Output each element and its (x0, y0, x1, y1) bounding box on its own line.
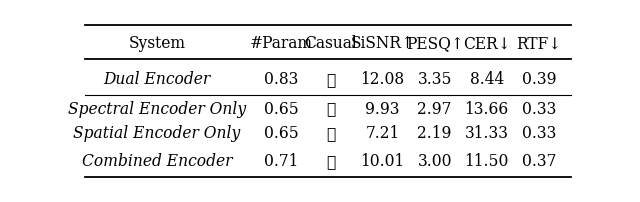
Text: 9.93: 9.93 (365, 101, 400, 118)
Text: 3.00: 3.00 (417, 153, 452, 170)
Text: Spectral Encoder Only: Spectral Encoder Only (68, 101, 246, 118)
Text: 2.97: 2.97 (417, 101, 452, 118)
Text: 2.19: 2.19 (417, 125, 452, 142)
Text: Spatial Encoder Only: Spatial Encoder Only (73, 125, 241, 142)
Text: 7.21: 7.21 (365, 125, 400, 142)
Text: Combined Encoder: Combined Encoder (82, 153, 232, 170)
Text: 0.33: 0.33 (522, 125, 556, 142)
Text: 10.01: 10.01 (360, 153, 404, 170)
Text: 0.33: 0.33 (522, 101, 556, 118)
Text: SiSNR↑: SiSNR↑ (351, 35, 415, 52)
Text: System: System (129, 35, 186, 52)
Text: 0.37: 0.37 (522, 153, 556, 170)
Text: 8.44: 8.44 (470, 71, 504, 88)
Text: 11.50: 11.50 (465, 153, 509, 170)
Text: 3.35: 3.35 (417, 71, 452, 88)
Text: 13.66: 13.66 (465, 101, 509, 118)
Text: PESQ↑: PESQ↑ (406, 35, 463, 52)
Text: 0.83: 0.83 (264, 71, 298, 88)
Text: 31.33: 31.33 (465, 125, 509, 142)
Text: 0.65: 0.65 (264, 101, 298, 118)
Text: RTF↓: RTF↓ (516, 35, 561, 52)
Text: ✓: ✓ (326, 125, 335, 142)
Text: ✓: ✓ (326, 153, 335, 170)
Text: 0.39: 0.39 (522, 71, 556, 88)
Text: 0.65: 0.65 (264, 125, 298, 142)
Text: 12.08: 12.08 (360, 71, 404, 88)
Text: 0.71: 0.71 (264, 153, 298, 170)
Text: ✓: ✓ (326, 101, 335, 118)
Text: ✓: ✓ (326, 71, 335, 88)
Text: #Param: #Param (250, 35, 312, 52)
Text: Dual Encoder: Dual Encoder (103, 71, 211, 88)
Text: CER↓: CER↓ (463, 35, 511, 52)
Text: Casual: Casual (304, 35, 357, 52)
